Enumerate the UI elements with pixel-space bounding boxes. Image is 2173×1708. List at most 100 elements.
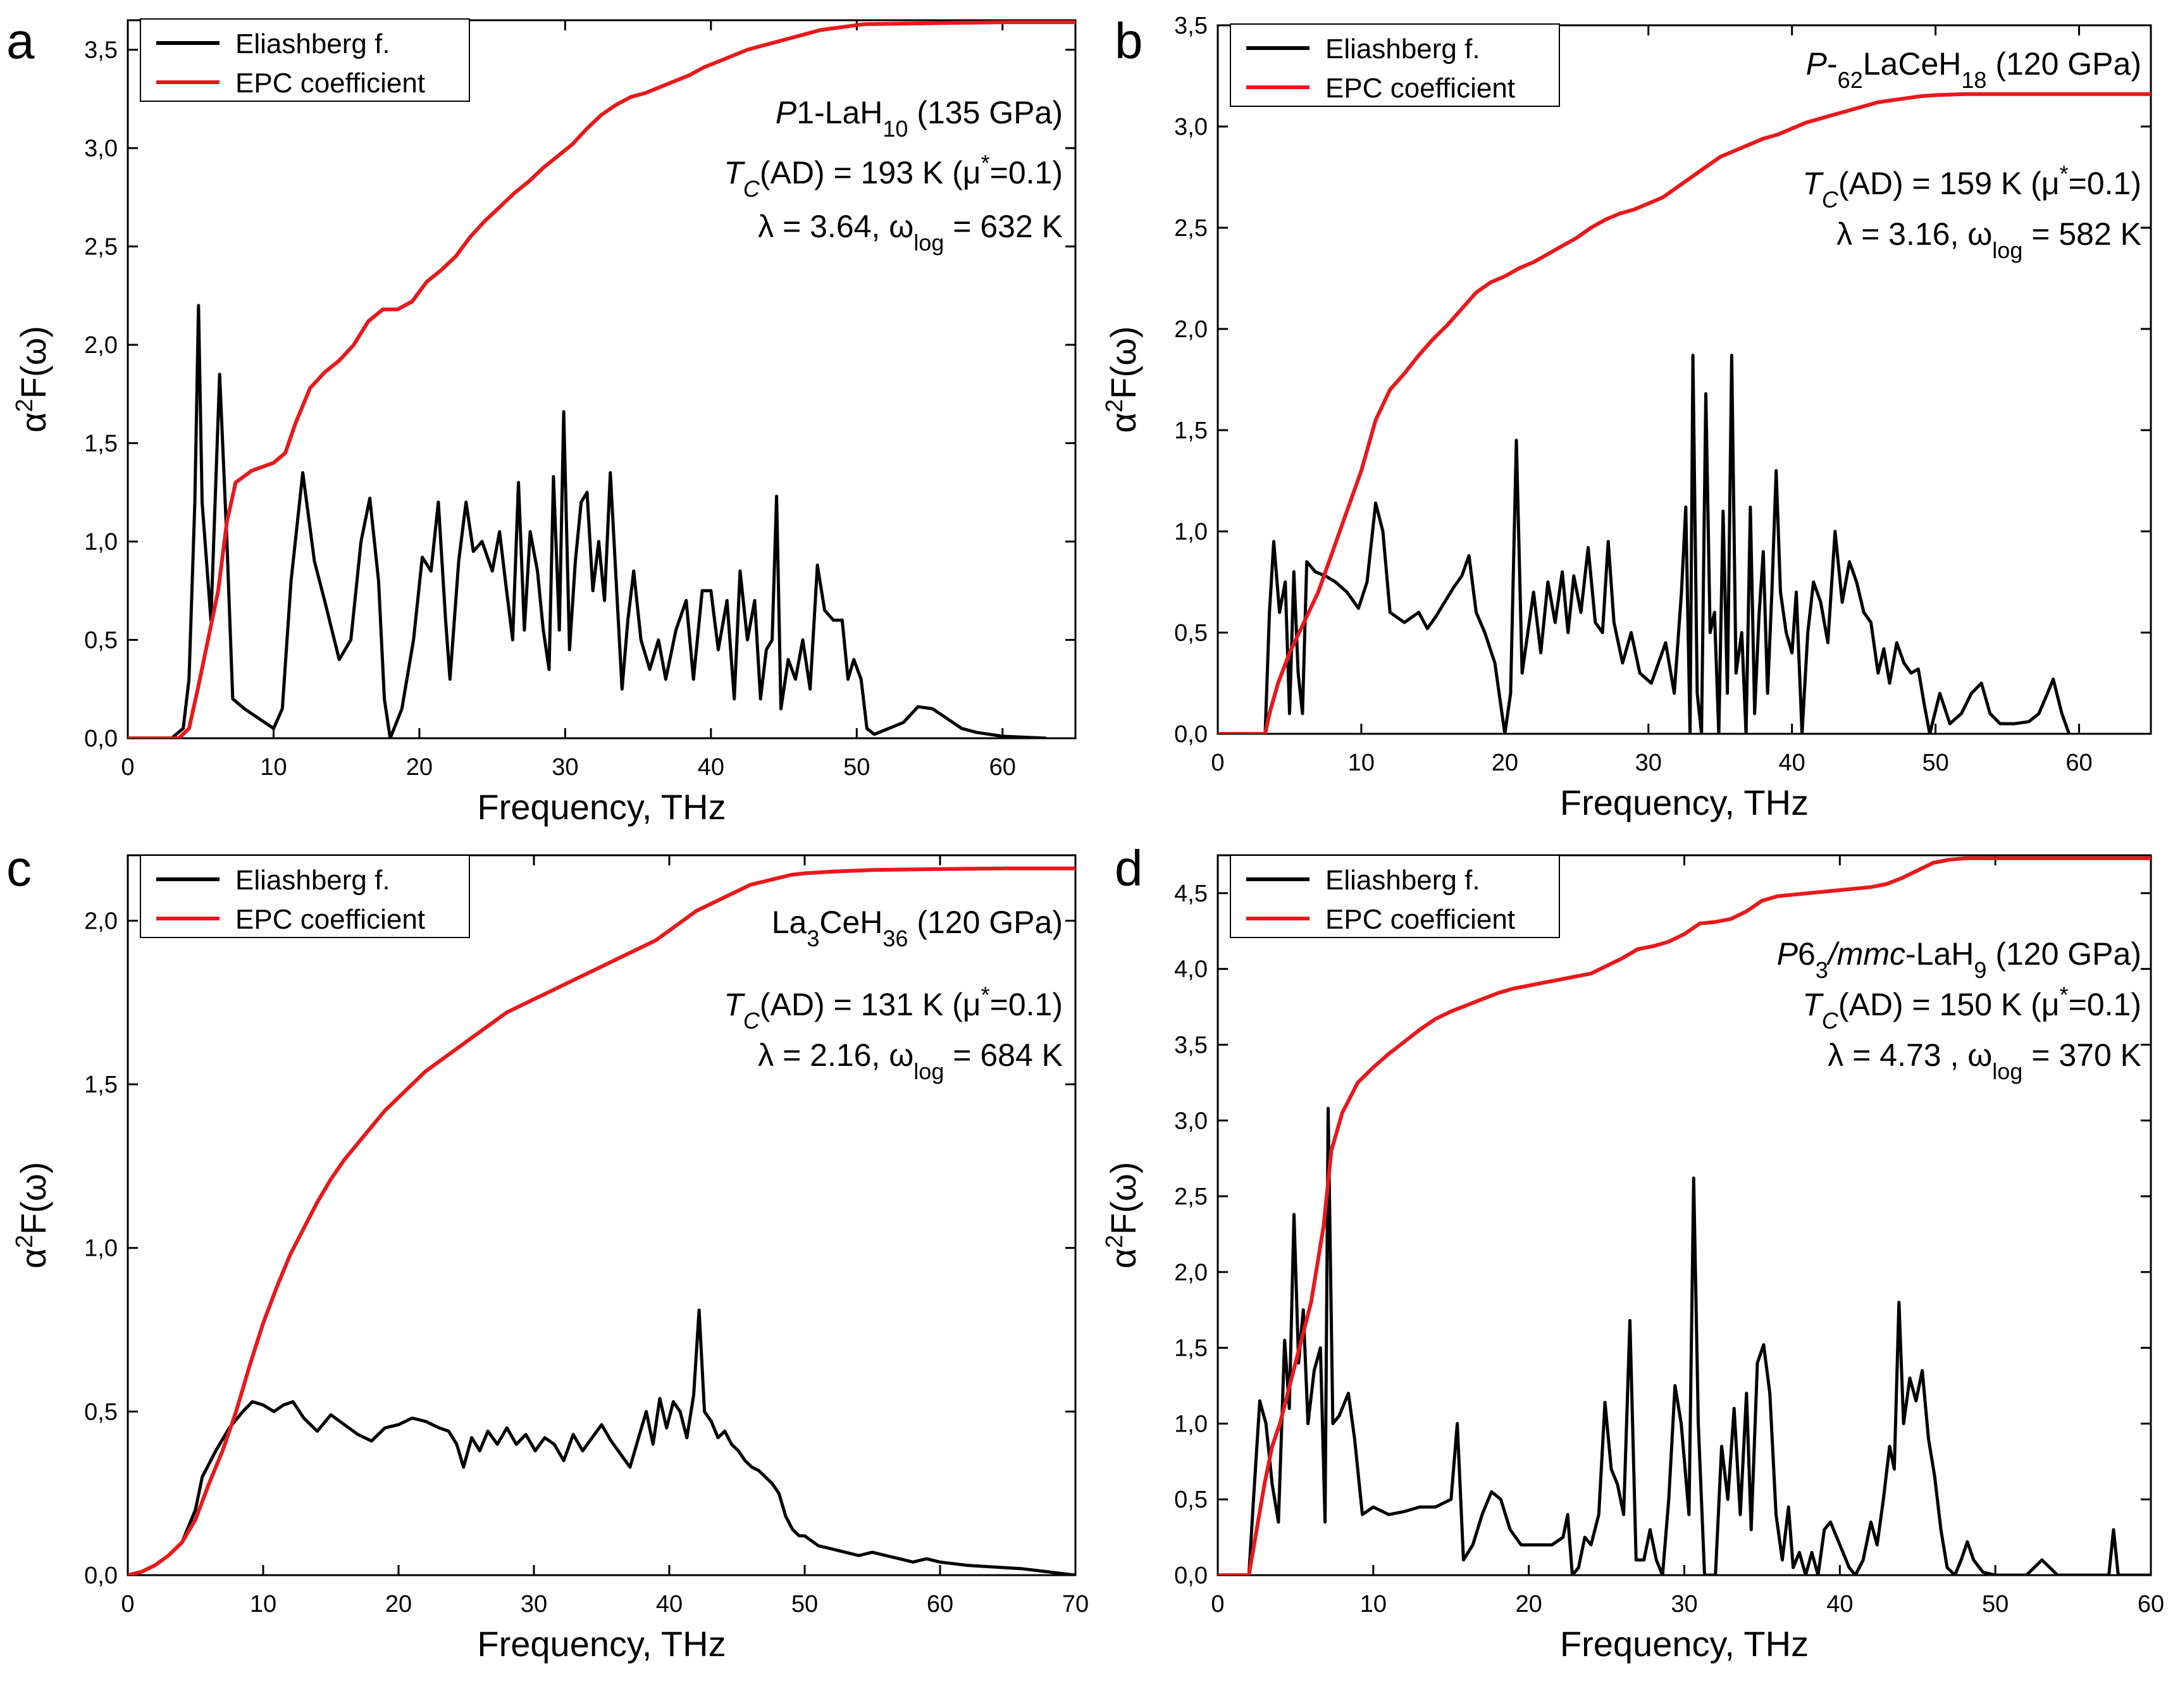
plot-frame bbox=[1217, 24, 2152, 735]
y-tick-label: 1,5 bbox=[1174, 418, 1208, 444]
panel-letter: b bbox=[1115, 13, 1143, 69]
y-tick-label: 2,0 bbox=[84, 332, 118, 359]
y-tick-label: 1,5 bbox=[1174, 1335, 1208, 1362]
y-tick-label: 0,5 bbox=[84, 628, 118, 654]
legend-label: Eliashberg f. bbox=[235, 28, 390, 59]
annotation-1: TC(AD) = 131 K (μ*=0.1) bbox=[724, 982, 1063, 1034]
legend-box bbox=[140, 18, 470, 102]
x-tick-label: 0 bbox=[1211, 750, 1224, 776]
y-tick-label: 1,5 bbox=[84, 1072, 118, 1098]
chart-panel-c: 0 10 20 30 40 50 60 70 0,0 0,5 1,0 1,5 2,0 Frequency,… bbox=[6, 840, 1089, 1664]
x-tick-label: 50 bbox=[843, 754, 870, 781]
annotation-2: λ = 3.64, ωlog = 632 K bbox=[758, 209, 1063, 256]
epc-series-line bbox=[1218, 856, 2151, 1575]
x-tick-label: 10 bbox=[250, 1591, 276, 1618]
x-tick-label: 30 bbox=[552, 754, 578, 781]
y-tick-label: 3,5 bbox=[1174, 13, 1208, 39]
x-tick-label: 60 bbox=[989, 754, 1016, 781]
legend: Eliashberg f. EPC coefficient bbox=[1230, 855, 1560, 938]
x-tick-label: 30 bbox=[1671, 1591, 1697, 1618]
y-tick-label: 3,0 bbox=[84, 135, 118, 162]
x-tick-label: 60 bbox=[2138, 1591, 2164, 1618]
x-tick-label: 60 bbox=[2065, 750, 2092, 776]
y-tick-label: 3,5 bbox=[1174, 1032, 1208, 1058]
legend-label: Eliashberg f. bbox=[1325, 865, 1480, 896]
x-tick-label: 40 bbox=[1779, 750, 1805, 776]
y-axis-label: α2F(ω) bbox=[1101, 1162, 1143, 1269]
legend-box bbox=[1230, 23, 1560, 107]
x-tick-label: 40 bbox=[656, 1591, 683, 1618]
annotation-1: TC(AD) = 193 K (μ*=0.1) bbox=[724, 150, 1063, 202]
y-tick-label: 2,0 bbox=[84, 908, 118, 934]
y-tick-label: 2,0 bbox=[1174, 1259, 1208, 1286]
epc-series-line bbox=[128, 866, 1075, 1575]
y-tick-label: 4,5 bbox=[1174, 881, 1208, 907]
annotation-0: P1-LaH10 (135 GPa) bbox=[776, 95, 1063, 142]
x-tick-label: 10 bbox=[1360, 1591, 1387, 1618]
y-tick-label: 2,5 bbox=[84, 234, 118, 261]
x-tick-label: 20 bbox=[406, 754, 433, 781]
y-tick-label: 0,5 bbox=[84, 1399, 118, 1425]
x-tick-label: 10 bbox=[1348, 750, 1375, 776]
y-axis-label: α2F(ω) bbox=[11, 1162, 53, 1269]
y-tick-label: 2,0 bbox=[1174, 316, 1208, 343]
chart-panel-a: 0 10 20 30 40 50 60 0,0 0,5 1,0 1,5 2,0 2,5 3,0 3,5 Fre… bbox=[6, 13, 1077, 827]
x-tick-label: 30 bbox=[1635, 750, 1662, 776]
annotation-0: P63/mmc-LaH9 (120 GPa) bbox=[1777, 936, 2141, 983]
legend-label: EPC coefficient bbox=[1325, 73, 1515, 104]
y-tick-label: 0,0 bbox=[84, 1563, 118, 1589]
plot-frame bbox=[127, 19, 1077, 740]
annotation-1: TC(AD) = 150 K (μ*=0.1) bbox=[1802, 982, 2141, 1034]
y-tick-label: 3,0 bbox=[1174, 1108, 1208, 1134]
legend-box bbox=[1230, 855, 1560, 938]
eliashberg-series-line bbox=[128, 1308, 1075, 1575]
y-tick-label: 0,5 bbox=[1174, 1487, 1208, 1513]
annotation-2: λ = 4.73 , ωlog = 370 K bbox=[1828, 1037, 2141, 1084]
x-tick-label: 0 bbox=[121, 754, 134, 781]
x-tick-label: 70 bbox=[1062, 1591, 1089, 1618]
x-tick-label: 0 bbox=[121, 1591, 134, 1618]
legend-label: EPC coefficient bbox=[1325, 904, 1515, 935]
y-tick-label: 0,5 bbox=[1174, 620, 1208, 647]
y-tick-label: 0,0 bbox=[84, 726, 118, 752]
x-tick-label: 20 bbox=[1492, 750, 1518, 776]
x-axis-label: Frequency, THz bbox=[1560, 783, 1809, 822]
y-tick-label: 1,0 bbox=[84, 1235, 118, 1262]
legend-box bbox=[140, 855, 470, 938]
panel-letter: d bbox=[1115, 840, 1143, 896]
annotation-0: La3CeH36 (120 GPa) bbox=[772, 905, 1063, 951]
chart-panel-b: 0 10 20 30 40 50 60 0,0 0,5 1,0 1,5 2,0 2,5 3,0 3,5 Fre… bbox=[1101, 13, 2152, 822]
chart-panel-d: 0 10 20 30 40 50 60 0,0 0,5 1,0 1,5 2,0 2,5 3,0 3,5 4,0… bbox=[1101, 840, 2164, 1664]
y-tick-label: 3,0 bbox=[1174, 114, 1208, 140]
annotation-2: λ = 2.16, ωlog = 684 K bbox=[758, 1037, 1063, 1084]
x-tick-label: 20 bbox=[385, 1591, 412, 1618]
y-tick-label: 0,0 bbox=[1174, 721, 1208, 748]
x-tick-label: 30 bbox=[521, 1591, 547, 1618]
y-tick-label: 4,0 bbox=[1174, 956, 1208, 983]
eliashberg-series-line bbox=[1218, 354, 2071, 734]
x-tick-label: 10 bbox=[260, 754, 287, 781]
x-tick-label: 50 bbox=[791, 1591, 818, 1618]
x-tick-label: 50 bbox=[1982, 1591, 2009, 1618]
x-axis-label: Frequency, THz bbox=[477, 787, 726, 827]
x-tick-label: 0 bbox=[1211, 1591, 1224, 1618]
eliashberg-series-line bbox=[128, 304, 1047, 738]
legend-label: Eliashberg f. bbox=[235, 865, 390, 896]
annotation-2: λ = 3.16, ωlog = 582 K bbox=[1836, 216, 2141, 263]
y-tick-label: 2,5 bbox=[1174, 1184, 1208, 1210]
y-axis-label: α2F(ω) bbox=[11, 326, 53, 433]
x-tick-label: 40 bbox=[1826, 1591, 1853, 1618]
eliashberg-series-line bbox=[1218, 1106, 2151, 1575]
panel-letter: a bbox=[6, 13, 35, 69]
y-axis-label: α2F(ω) bbox=[1101, 326, 1143, 433]
y-tick-label: 3,5 bbox=[84, 37, 118, 64]
x-tick-label: 50 bbox=[1922, 750, 1948, 776]
legend-label: Eliashberg f. bbox=[1325, 34, 1480, 65]
y-tick-label: 1,5 bbox=[84, 431, 118, 457]
y-tick-label: 2,5 bbox=[1174, 215, 1208, 242]
y-tick-label: 0,0 bbox=[1174, 1563, 1208, 1589]
legend-label: EPC coefficient bbox=[235, 68, 425, 99]
legend: Eliashberg f. EPC coefficient bbox=[140, 18, 470, 102]
y-tick-label: 1,0 bbox=[84, 529, 118, 555]
